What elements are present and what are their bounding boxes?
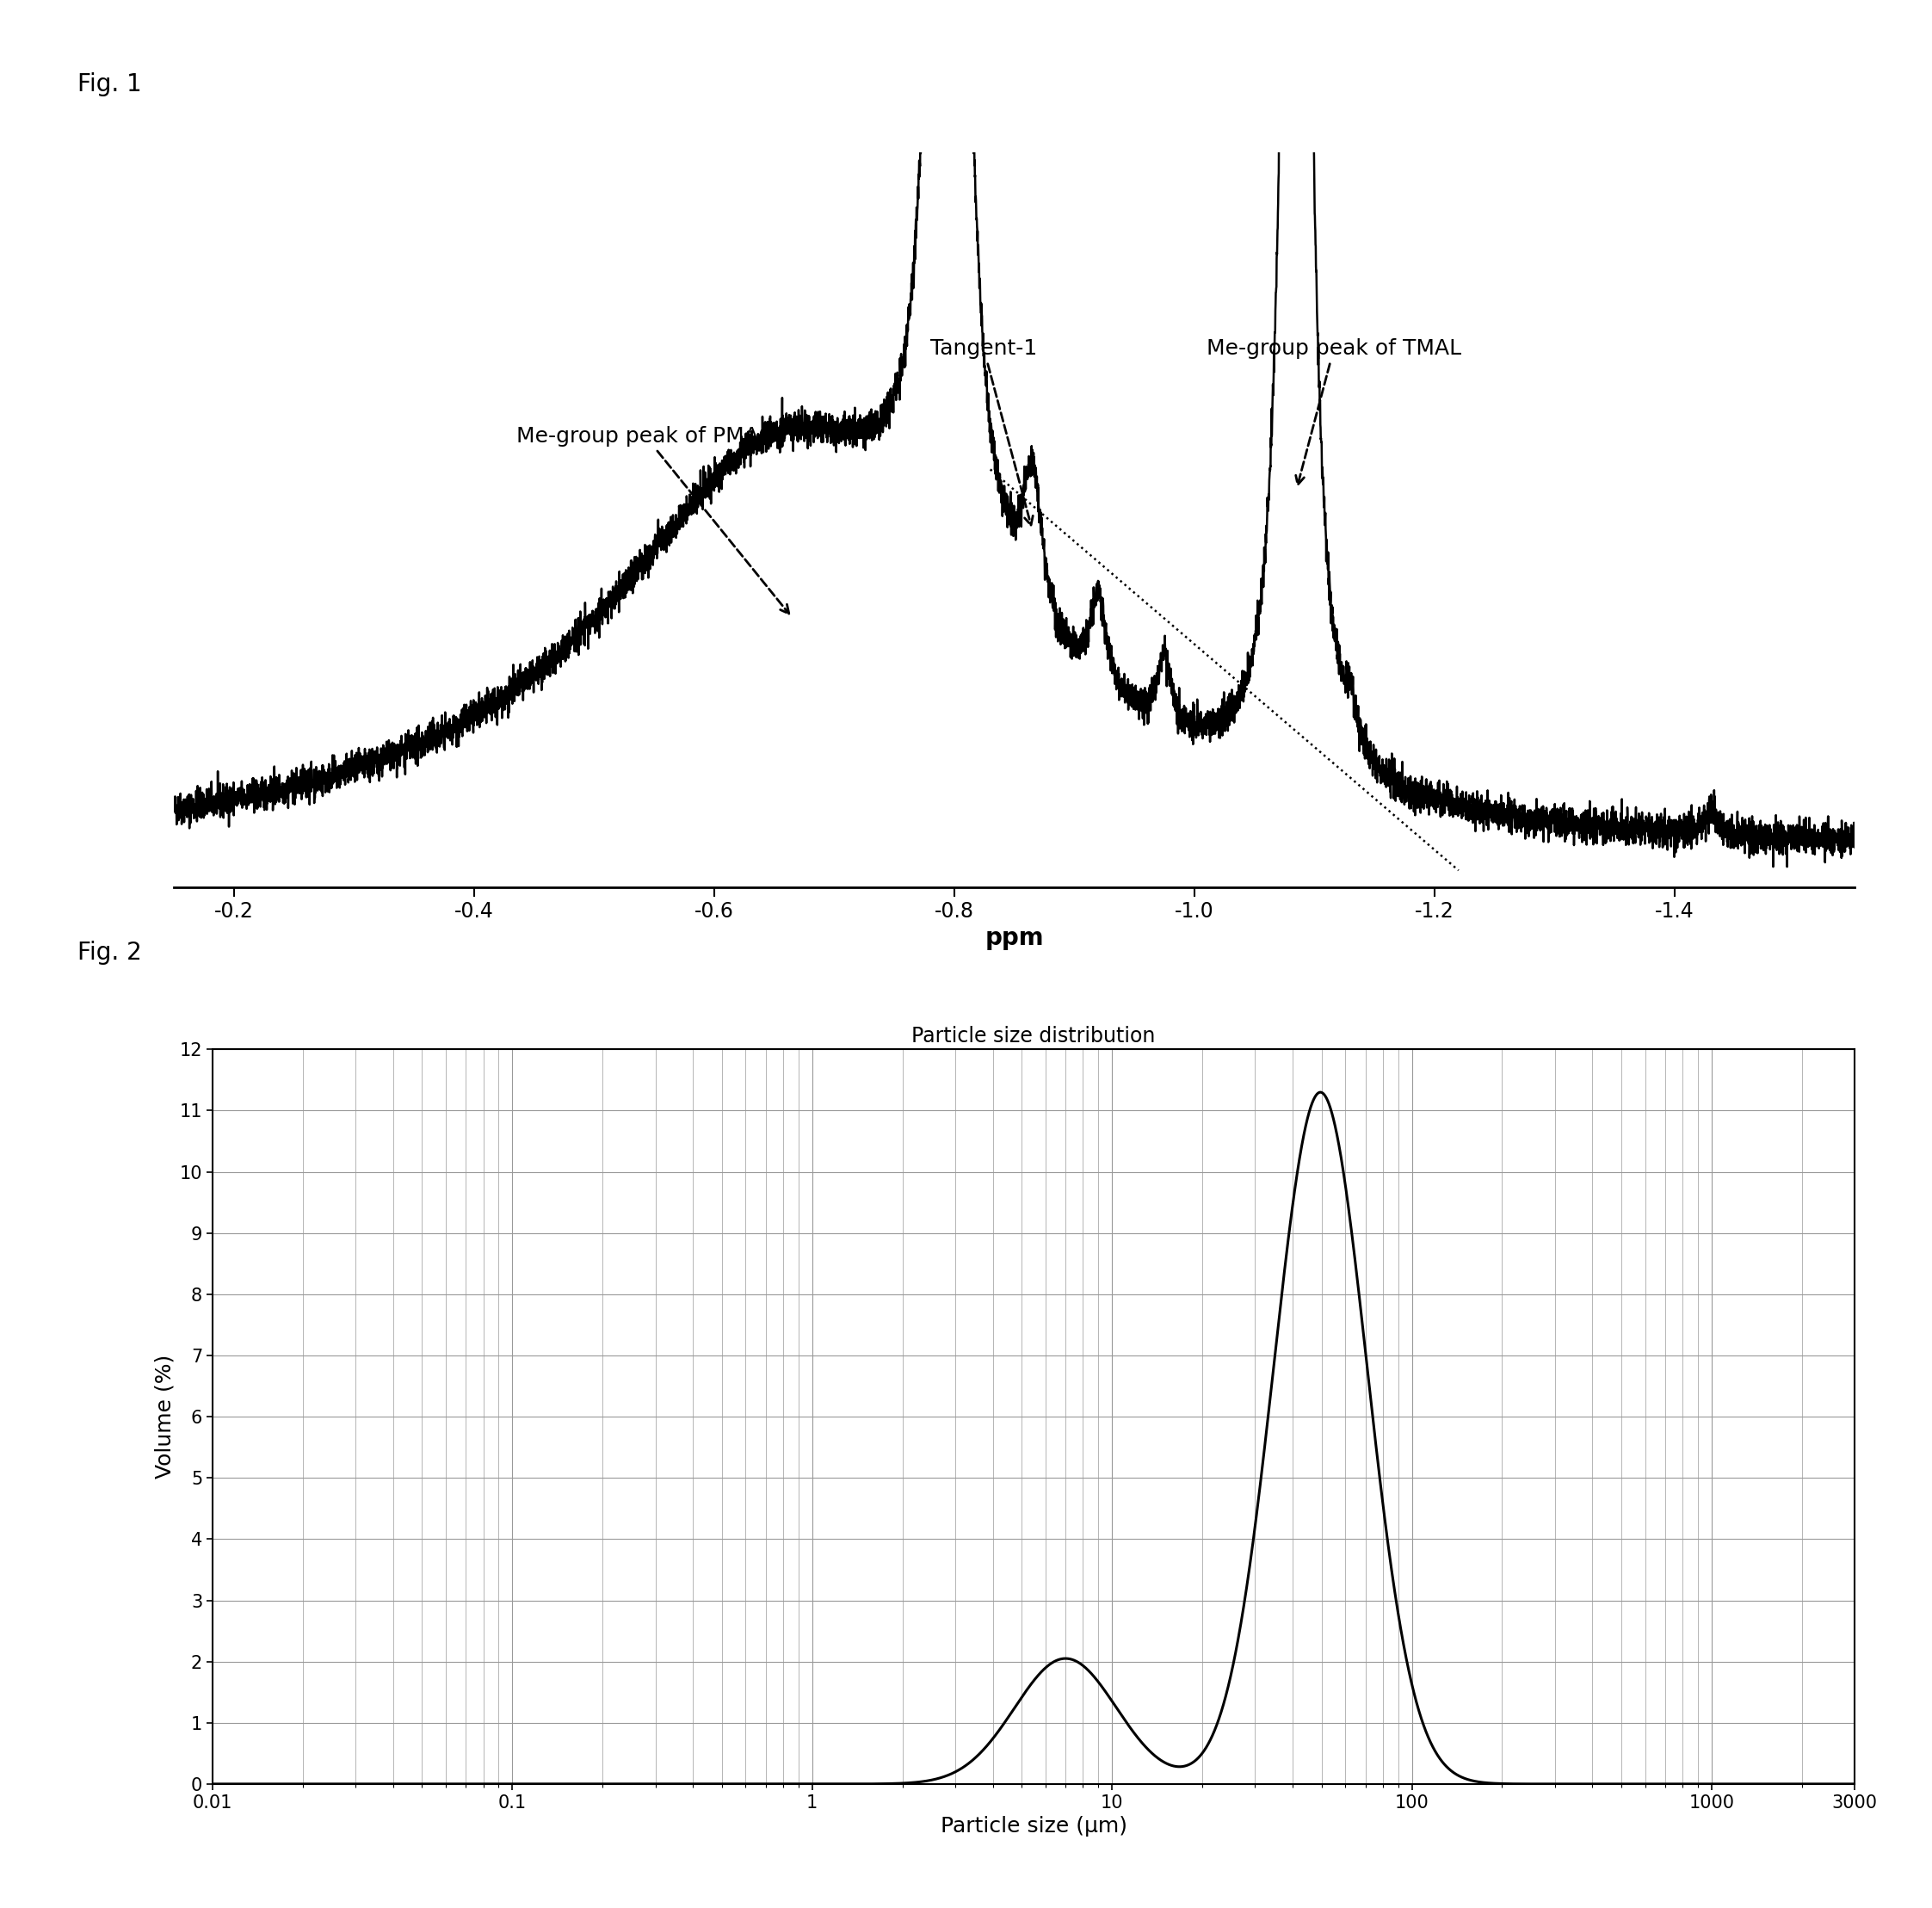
Y-axis label: Volume (%): Volume (%) [155, 1355, 174, 1479]
X-axis label: ppm: ppm [985, 927, 1043, 950]
Title: Particle size distribution: Particle size distribution [912, 1027, 1155, 1046]
Text: Tangent-1: Tangent-1 [929, 338, 1037, 525]
Text: Me-group peak of TMAL: Me-group peak of TMAL [1206, 338, 1461, 485]
Text: Fig. 2: Fig. 2 [77, 941, 141, 965]
Text: Fig. 1: Fig. 1 [77, 73, 141, 97]
X-axis label: Particle size (μm): Particle size (μm) [941, 1816, 1126, 1837]
Text: Me-group peak of PMAO: Me-group peak of PMAO [516, 425, 788, 614]
